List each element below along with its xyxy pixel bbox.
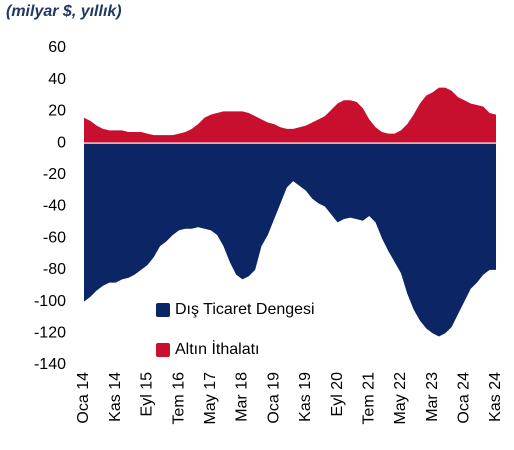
area [84, 87, 496, 144]
x-tick-label: May 22 [392, 372, 409, 425]
x-tick-label: Eyl 15 [139, 372, 156, 417]
y-tick-label: -100 [34, 293, 66, 310]
legend-label: Dış Ticaret Dengesi [175, 301, 315, 318]
x-tick-label: Oca 24 [456, 372, 473, 424]
x-tick-label: Tem 16 [170, 372, 187, 425]
legend-label: Altın İthalatı [175, 339, 260, 358]
x-tick-label: Oca 14 [75, 372, 92, 424]
area [84, 143, 496, 337]
y-tick-label: 0 [57, 134, 66, 151]
y-tick-label: -40 [43, 198, 66, 215]
x-tick-label: Kas 24 [487, 372, 504, 422]
legend-swatch [156, 303, 170, 317]
x-tick-label: May 17 [202, 372, 219, 425]
x-tick-label: Tem 21 [360, 372, 377, 425]
legend-swatch [156, 343, 170, 357]
x-tick-label: Mar 18 [234, 372, 251, 422]
x-tick-label: Kas 14 [107, 372, 124, 422]
x-tick-label: Oca 19 [265, 372, 282, 424]
y-tick-label: -60 [43, 229, 66, 246]
x-tick-label: Mar 23 [424, 372, 441, 422]
y-tick-label: 20 [48, 103, 66, 120]
y-tick-label: -140 [34, 356, 66, 373]
y-tick-label: -120 [34, 325, 66, 342]
x-tick-label: Kas 19 [297, 372, 314, 422]
chart-title: (milyar $, yıllık) [6, 3, 122, 20]
y-tick-label: 60 [48, 39, 66, 56]
x-tick-label: Eyl 20 [329, 372, 346, 417]
y-tick-label: -20 [43, 166, 66, 183]
y-tick-label: -80 [43, 261, 66, 278]
y-tick-label: 40 [48, 71, 66, 88]
